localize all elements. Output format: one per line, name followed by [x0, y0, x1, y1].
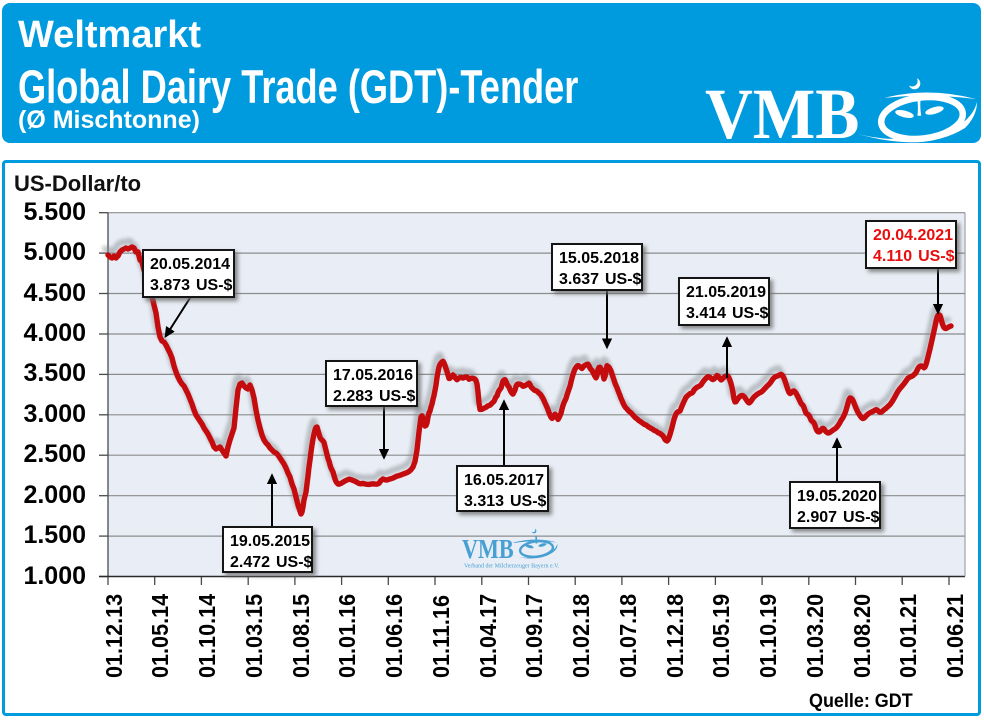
svg-text:VMB: VMB [705, 73, 859, 153]
